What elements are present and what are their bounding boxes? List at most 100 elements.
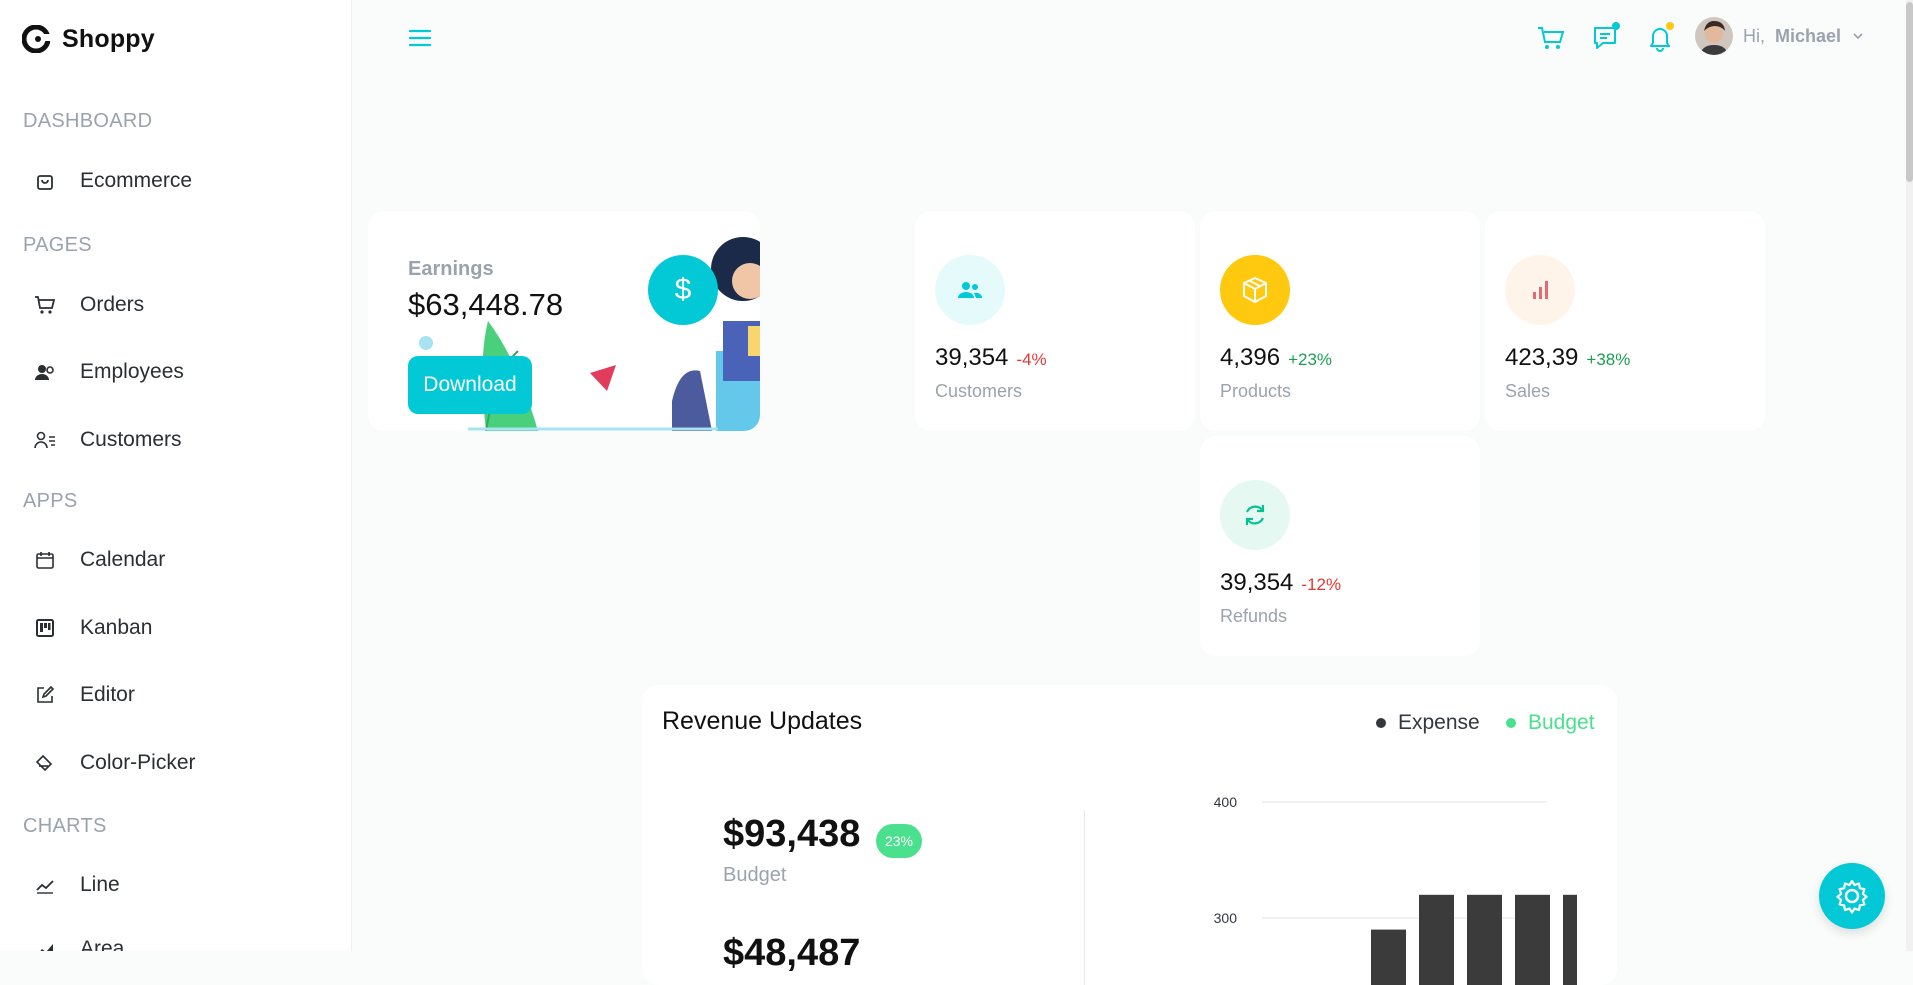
stat-label: Customers — [935, 381, 1023, 401]
scrollbar-thumb[interactable] — [1906, 2, 1913, 182]
chat-notification-dot — [1612, 22, 1620, 30]
stat-percentage: +23% — [1288, 350, 1333, 369]
bar[interactable] — [1371, 929, 1406, 985]
revenue-bar-chart: 400 300 — [1214, 794, 1577, 985]
contacts-icon — [32, 427, 58, 453]
menu-toggle-button[interactable] — [404, 22, 436, 54]
sidebar-item-orders[interactable]: Orders — [32, 286, 144, 324]
stat-amount: 39,354 — [935, 344, 1009, 371]
brand-name: Shoppy — [62, 24, 155, 53]
line-chart-icon — [32, 872, 58, 898]
page-scrollbar[interactable] — [1906, 0, 1913, 951]
bar[interactable] — [1419, 894, 1454, 985]
sidebar-item-ecommerce[interactable]: Ecommerce — [32, 162, 192, 200]
sidebar-item-kanban[interactable]: Kanban — [32, 609, 152, 647]
stat-amount-row: 39,354 -12% — [1220, 569, 1341, 597]
divider — [1084, 810, 1085, 985]
calendar-icon — [32, 547, 58, 573]
dollar-icon: $ — [648, 255, 718, 325]
sidebar: Shoppy DASHBOARD Ecommerce PAGES Orders … — [0, 0, 352, 951]
sidebar-item-calendar[interactable]: Calendar — [32, 541, 165, 579]
shopping-bag-icon — [32, 168, 58, 194]
chat-icon — [1594, 27, 1616, 49]
earnings-card: Earnings $63,448.78 $ Download — [368, 211, 760, 431]
section-title-dashboard: DASHBOARD — [23, 110, 153, 132]
dollar-symbol: $ — [674, 273, 692, 306]
cart-button[interactable] — [1535, 22, 1567, 54]
sidebar-item-line[interactable]: Line — [32, 866, 120, 904]
color-fill-icon — [32, 750, 58, 776]
sidebar-item-label: Kanban — [80, 616, 153, 639]
stat-percentage: -4% — [1016, 350, 1047, 369]
budget-value: $93,438 — [723, 813, 861, 855]
section-title-charts: CHARTS — [23, 815, 107, 837]
bar[interactable] — [1515, 894, 1550, 985]
bar[interactable] — [1563, 894, 1577, 985]
legend-expense: Expense — [1376, 711, 1480, 735]
sidebar-item-editor[interactable]: Editor — [32, 676, 135, 714]
greeting-text: Hi, — [1743, 25, 1765, 46]
stat-label: Products — [1220, 381, 1292, 401]
notification-button[interactable] — [1644, 22, 1676, 54]
budget-label: Budget — [723, 864, 787, 886]
stat-amount-row: 4,396 +23% — [1220, 344, 1332, 372]
sidebar-item-label: Orders — [80, 293, 145, 316]
bell-icon — [1650, 28, 1670, 52]
chevron-down-icon — [1853, 33, 1863, 40]
cart-icon — [1538, 27, 1565, 49]
stat-card-sales: 423,39 +38% Sales — [1485, 211, 1765, 431]
stat-card-products: 4,396 +23% Products — [1200, 211, 1480, 431]
shoppy-logo-icon — [22, 25, 50, 53]
customers-icon[interactable] — [935, 255, 1005, 325]
settings-button[interactable] — [1819, 863, 1885, 929]
stat-amount-row: 423,39 +38% — [1505, 344, 1630, 372]
avatar — [1695, 17, 1733, 55]
stat-amount-row: 39,354 -4% — [935, 344, 1047, 372]
legend-bullet — [1376, 718, 1386, 728]
legend-budget: Budget — [1506, 711, 1595, 735]
stat-amount: 39,354 — [1220, 569, 1294, 596]
gear-icon — [1836, 879, 1868, 914]
stat-amount: 423,39 — [1505, 344, 1579, 371]
earnings-value: $63,448.78 — [408, 287, 564, 322]
stat-card-customers: 39,354 -4% Customers — [915, 211, 1195, 431]
section-title-pages: PAGES — [23, 234, 92, 256]
user-profile-menu[interactable]: Hi, Michael — [1695, 16, 1865, 56]
stat-percentage: +38% — [1586, 350, 1631, 369]
stat-amount: 4,396 — [1220, 344, 1281, 371]
download-button[interactable]: Download — [408, 356, 532, 414]
legend-label: Expense — [1398, 711, 1480, 734]
sidebar-item-color-picker[interactable]: Color-Picker — [32, 744, 196, 782]
bar-chart-icon[interactable] — [1505, 255, 1575, 325]
brand-logo-link[interactable]: Shoppy — [22, 24, 155, 54]
edit-icon — [32, 682, 58, 708]
sidebar-item-label: Line — [80, 873, 120, 896]
refresh-icon[interactable] — [1220, 480, 1290, 550]
legend-label: Budget — [1528, 711, 1595, 734]
sidebar-item-label: Calendar — [80, 548, 166, 571]
cart-icon — [32, 292, 58, 318]
stat-percentage: -12% — [1301, 575, 1342, 594]
section-title-apps: APPS — [23, 490, 78, 512]
sidebar-item-label: Customers — [80, 428, 182, 451]
people-icon — [32, 359, 58, 385]
kanban-icon — [32, 615, 58, 641]
chat-button[interactable] — [1590, 22, 1622, 54]
y-tick-label: 400 — [1214, 794, 1238, 810]
y-tick-label: 300 — [1214, 910, 1238, 926]
box-icon[interactable] — [1220, 255, 1290, 325]
sidebar-item-label: Color-Picker — [80, 751, 196, 774]
bar[interactable] — [1467, 894, 1502, 985]
budget-percent-badge: 23% — [876, 824, 922, 858]
user-name: Michael — [1775, 25, 1842, 46]
sidebar-item-label: Editor — [80, 683, 135, 706]
area-chart-icon — [32, 936, 58, 951]
sidebar-item-customers[interactable]: Customers — [32, 421, 182, 459]
sidebar-item-label: Employees — [80, 360, 184, 383]
revenue-updates-card: Revenue Updates Expense Budget $93,438 2… — [642, 685, 1617, 985]
sidebar-item-employees[interactable]: Employees — [32, 353, 184, 391]
expense-value: $48,487 — [723, 932, 861, 974]
earnings-title: Earnings — [408, 258, 494, 280]
sidebar-item-area[interactable]: Area — [32, 930, 124, 951]
revenue-title: Revenue Updates — [662, 707, 863, 735]
